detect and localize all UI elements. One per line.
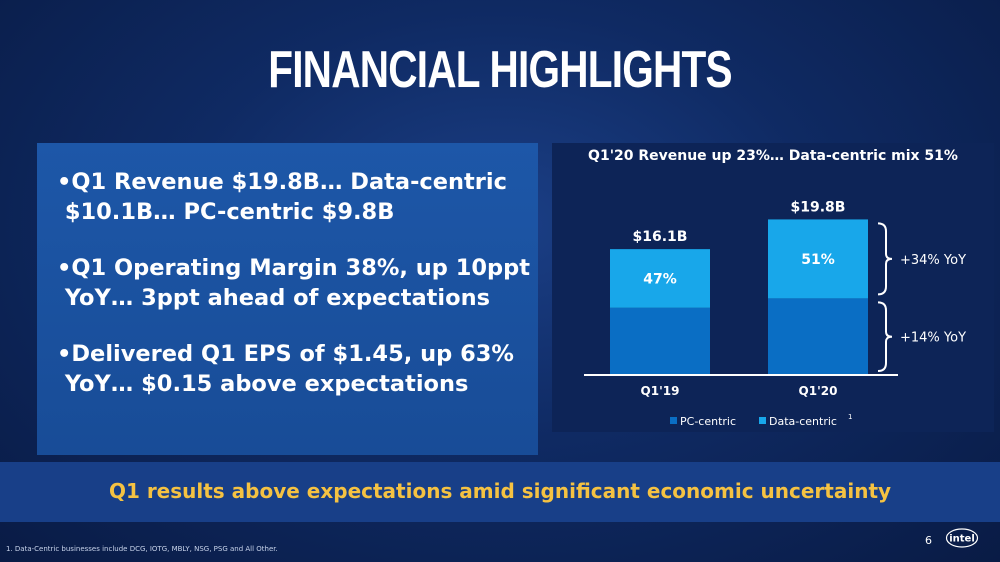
- bullet-revenue-line2: $10.1B… PC-centric $9.8B: [57, 199, 395, 225]
- bullet-margin-line1: •Q1 Operating Margin 38%, up 10ppt: [57, 255, 531, 281]
- legend-label-pccentric: PC-centric: [680, 415, 736, 428]
- intel-logo-icon: intel: [945, 528, 979, 548]
- chart-title: Q1'20 Revenue up 23%… Data-centric mix 5…: [588, 148, 958, 164]
- bullet-eps-line1: •Delivered Q1 EPS of $1.45, up 63%: [57, 341, 514, 367]
- banner-text: Q1 results above expectations amid signi…: [108, 479, 892, 503]
- bar-datacentric-1: [610, 249, 710, 308]
- bar-pccentric-1: [610, 307, 710, 375]
- bullet-margin-line2: YoY… 3ppt ahead of expectations: [57, 285, 491, 311]
- revenue-chart: $16.1B 47% Q1'19 $19.8B 51% Q1'20 +34% YoY +14%…: [584, 199, 966, 428]
- total-label-1: $16.1B: [633, 229, 688, 245]
- legend-swatch-datacentric: [759, 417, 766, 424]
- data-centric-share-label-2: 51%: [801, 252, 835, 268]
- yoy-annotation-data-centric: +34% YoY: [900, 253, 966, 268]
- bullet-revenue: •Q1 Revenue $19.8B… Data-centric $10.1B……: [57, 167, 507, 227]
- total-label-2: $19.8B: [791, 199, 846, 215]
- bullet-operating-margin: •Q1 Operating Margin 38%, up 10ppt YoY… …: [57, 253, 530, 313]
- bullet-revenue-line1: •Q1 Revenue $19.8B… Data-centric: [57, 169, 507, 195]
- summary-banner: Q1 results above expectations amid signi…: [0, 462, 1000, 522]
- data-centric-share-label-1: 47%: [643, 271, 677, 287]
- footnote: 1. Data-Centric businesses include DCG, …: [6, 545, 278, 553]
- bullet-eps: •Delivered Q1 EPS of $1.45, up 63% YoY… …: [57, 339, 514, 399]
- revenue-chart-panel: Q1'20 Revenue up 23%… Data-centric mix 5…: [552, 143, 994, 432]
- brace-pc-centric: [877, 301, 893, 372]
- x-tick-label-1: Q1'19: [641, 384, 680, 398]
- slide-title: FINANCIAL HIGHLIGHTS: [268, 41, 732, 99]
- legend-label-datacentric: Data-centric: [769, 415, 837, 428]
- brace-data-centric: [877, 222, 893, 296]
- page-number: 6: [925, 534, 932, 547]
- intel-logo-text: intel: [949, 534, 975, 545]
- bullet-eps-line2: YoY… $0.15 above expectations: [57, 371, 469, 397]
- yoy-annotation-pc-centric: +14% YoY: [900, 331, 966, 346]
- highlights-panel: •Q1 Revenue $19.8B… Data-centric $10.1B……: [37, 143, 538, 455]
- x-tick-label-2: Q1'20: [799, 384, 838, 398]
- legend-swatch-pccentric: [670, 417, 677, 424]
- bar-pccentric-2: [768, 298, 868, 375]
- bar-datacentric-2: [768, 219, 868, 299]
- legend-footnote-mark: 1: [848, 413, 852, 421]
